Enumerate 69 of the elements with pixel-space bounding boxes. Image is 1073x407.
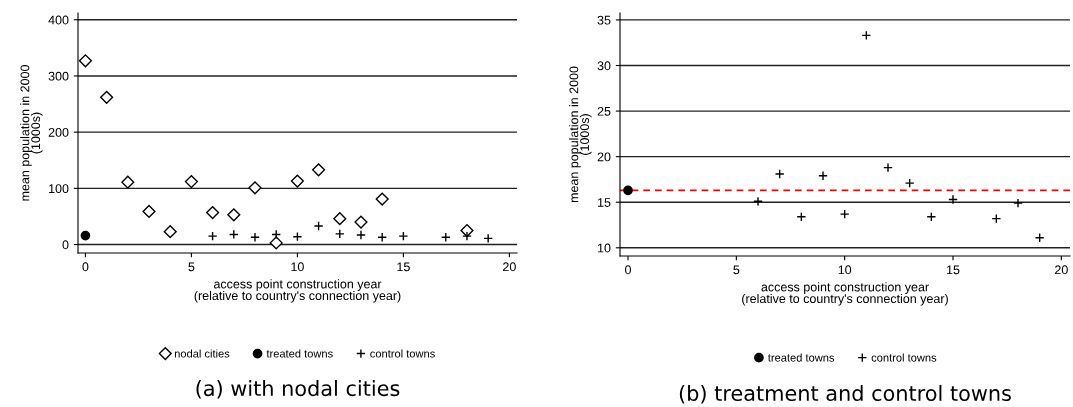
point bbox=[312, 163, 326, 177]
point bbox=[356, 230, 366, 240]
x-tick-label: 5 bbox=[733, 265, 740, 275]
point bbox=[796, 211, 807, 222]
point bbox=[250, 232, 260, 243]
point bbox=[269, 236, 283, 250]
point bbox=[818, 170, 828, 181]
point bbox=[78, 54, 93, 68]
x-axis-title: access point construction year (relative to country's connection year) bbox=[742, 282, 948, 306]
y-tick-label: 30 bbox=[597, 61, 611, 71]
point bbox=[398, 231, 409, 241]
point bbox=[753, 196, 763, 207]
y-axis-title: mean population in 2000 (1000s) bbox=[569, 66, 592, 203]
legend-label: treated towns bbox=[266, 349, 333, 358]
point bbox=[333, 212, 347, 226]
point bbox=[904, 178, 915, 188]
point bbox=[354, 215, 368, 229]
y-tick-label: 10 bbox=[598, 243, 611, 253]
point bbox=[207, 231, 218, 241]
y-tick-label: 100 bbox=[49, 184, 69, 194]
point bbox=[462, 231, 472, 241]
point bbox=[377, 232, 388, 243]
legend-label: nodal cities bbox=[174, 349, 230, 358]
point bbox=[334, 229, 345, 239]
point bbox=[121, 175, 135, 189]
point bbox=[100, 90, 114, 104]
point bbox=[839, 209, 850, 219]
y-tick-label: 15 bbox=[598, 198, 611, 207]
point bbox=[483, 233, 494, 244]
x-tick-label: 0 bbox=[625, 265, 631, 275]
point bbox=[290, 174, 304, 188]
legend-label: control towns bbox=[871, 353, 937, 362]
point bbox=[883, 162, 893, 173]
y-tick-label: 0 bbox=[62, 240, 69, 250]
point bbox=[1013, 198, 1023, 208]
x-tick-label: 15 bbox=[397, 262, 410, 272]
x-tick-label: 5 bbox=[188, 262, 195, 272]
x-tick-label: 20 bbox=[503, 262, 516, 272]
point bbox=[623, 185, 633, 196]
point bbox=[206, 205, 220, 220]
x-tick-label: 0 bbox=[82, 262, 89, 272]
x-tick-label: 15 bbox=[947, 265, 960, 275]
y-tick-label: 200 bbox=[48, 127, 69, 137]
text: (b) treatment and control towns bbox=[679, 384, 1011, 404]
text: (a) with nodal cities bbox=[196, 380, 400, 399]
point bbox=[774, 169, 785, 179]
point bbox=[142, 204, 156, 218]
point bbox=[313, 221, 324, 231]
y-axis-title: mean population in 2000 (1000s) bbox=[20, 65, 43, 201]
point bbox=[375, 192, 389, 206]
legend-label: treated towns bbox=[767, 353, 835, 362]
point bbox=[460, 223, 474, 238]
y-tick-label: 35 bbox=[597, 15, 611, 25]
y-tick-label: 300 bbox=[48, 71, 69, 81]
x-tick-label: 20 bbox=[1055, 265, 1068, 275]
point bbox=[227, 208, 241, 222]
point bbox=[948, 194, 958, 205]
point bbox=[926, 211, 937, 222]
legend-label: control towns bbox=[370, 349, 435, 358]
y-tick-label: 400 bbox=[48, 15, 69, 25]
point bbox=[80, 230, 91, 241]
y-tick-label: 20 bbox=[597, 152, 611, 162]
point bbox=[184, 175, 198, 189]
x-axis-title: access point construction year (relative to country's connection year) bbox=[194, 279, 401, 303]
x-tick-label: 10 bbox=[291, 262, 304, 272]
point bbox=[163, 225, 177, 239]
y-tick-label: 25 bbox=[597, 106, 611, 116]
point bbox=[248, 181, 262, 195]
x-tick-label: 10 bbox=[838, 265, 852, 275]
